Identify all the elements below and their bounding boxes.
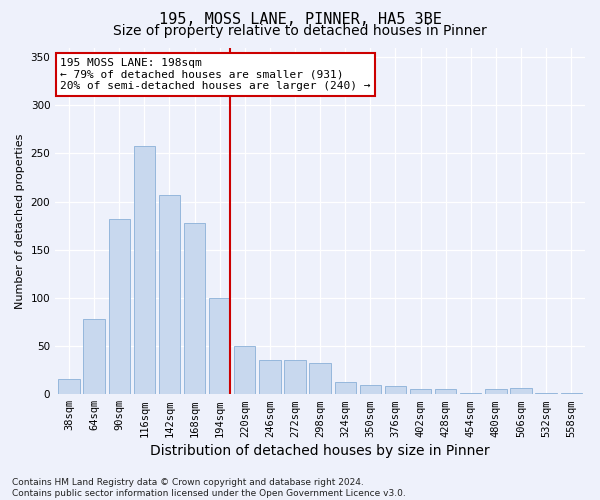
Bar (359, 384, 381, 394)
Bar (535, 393, 557, 394)
Bar (209, 298, 230, 394)
Bar (410, 390, 431, 394)
Bar (159, 195, 180, 394)
Bar (83, 319, 105, 394)
Y-axis label: Number of detached properties: Number of detached properties (15, 133, 25, 308)
Bar (134, 146, 155, 394)
Bar (58, 379, 80, 394)
Bar (510, 388, 532, 394)
Bar (485, 390, 506, 394)
Bar (184, 223, 205, 394)
Bar (460, 393, 481, 394)
Text: 195, MOSS LANE, PINNER, HA5 3BE: 195, MOSS LANE, PINNER, HA5 3BE (158, 12, 442, 28)
Text: Contains HM Land Registry data © Crown copyright and database right 2024.
Contai: Contains HM Land Registry data © Crown c… (12, 478, 406, 498)
Bar (385, 386, 406, 394)
X-axis label: Distribution of detached houses by size in Pinner: Distribution of detached houses by size … (150, 444, 490, 458)
Bar (284, 360, 305, 394)
Bar (560, 393, 582, 394)
Text: 195 MOSS LANE: 198sqm
← 79% of detached houses are smaller (931)
20% of semi-det: 195 MOSS LANE: 198sqm ← 79% of detached … (61, 58, 371, 91)
Bar (259, 360, 281, 394)
Bar (435, 390, 457, 394)
Bar (335, 382, 356, 394)
Bar (109, 219, 130, 394)
Bar (310, 364, 331, 394)
Bar (234, 346, 256, 394)
Text: Size of property relative to detached houses in Pinner: Size of property relative to detached ho… (113, 24, 487, 38)
